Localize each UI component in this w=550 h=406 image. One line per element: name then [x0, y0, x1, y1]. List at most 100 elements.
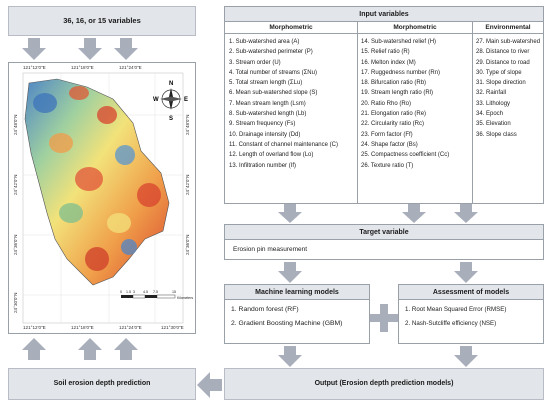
variable-item: 22. Circularity ratio (Rc)	[361, 121, 425, 128]
scale-label: 3	[133, 290, 135, 294]
variable-item: 16. Melton index (M)	[361, 59, 416, 66]
variable-item: 32. Rainfall	[476, 90, 507, 97]
compass-n: N	[169, 81, 173, 87]
input-variables-header: Input variables	[225, 7, 543, 22]
down-arrow-icon	[78, 38, 102, 60]
variable-item: 19. Stream length ratio (Rl)	[361, 90, 434, 97]
variable-item: 4. Total number of streams (ΣNu)	[229, 69, 317, 76]
variable-item: 7. Mean stream length (Lsm)	[229, 100, 306, 107]
compass-w: W	[153, 97, 159, 103]
lat-tick: 24°36'0"N	[13, 234, 18, 255]
variable-item: 27. Main sub-watershed	[476, 39, 541, 45]
ml-models-header: Machine learning models	[225, 285, 369, 300]
down-arrow-icon	[278, 204, 302, 223]
down-arrow-icon	[22, 38, 46, 60]
variable-item: 14. Sub-watershed relief (H)	[361, 39, 437, 45]
variable-item: 30. Type of slope	[476, 69, 522, 76]
output-box: Output (Erosion depth prediction models)	[224, 368, 544, 400]
scale-bar	[121, 294, 176, 299]
lat-tick: 24°42'0"N	[13, 174, 18, 195]
variable-item: 10. Drainage intensity (Dd)	[229, 131, 301, 138]
assessment-header: Assessment of models	[399, 285, 543, 300]
variable-item: 34. Epoch	[476, 111, 504, 118]
variable-item: 24. Shape factor (Bs)	[361, 141, 418, 148]
variable-item: 35. Elevation	[476, 121, 511, 128]
variable-item: 31. Slope direction	[476, 80, 526, 87]
assessment-item: 1. Root Mean Squared Error (RMSE)	[405, 306, 507, 313]
compass-s: S	[169, 116, 173, 122]
variable-item: 9. Stream frequency (Fs)	[229, 121, 296, 128]
target-variable-panel: Target variable Erosion pin measurement	[224, 224, 544, 260]
soil-erosion-prediction-label: Soil erosion depth prediction	[53, 380, 151, 387]
lat-tick: 24°48'0"N	[13, 114, 18, 135]
scale-label: 7.5	[153, 290, 158, 294]
column-header-morphometric-2: Morphometric	[358, 22, 473, 34]
down-arrow-icon	[454, 204, 478, 223]
ml-models-panel: Machine learning models 1. Random forest…	[224, 284, 370, 344]
arrows-target-to-models	[278, 262, 478, 283]
variable-item: 2. Sub-watershed perimeter (P)	[229, 49, 313, 56]
variable-item: 15. Relief ratio (R)	[361, 49, 410, 56]
input-variables-title: Input variables	[359, 11, 409, 18]
arrows-to-map-top	[22, 38, 138, 60]
soil-erosion-prediction-box: Soil erosion depth prediction	[8, 368, 196, 400]
up-arrow-icon	[22, 338, 46, 360]
variable-item: 17. Ruggedness number (Rn)	[361, 69, 441, 76]
lon-tick-top: 121°18'0"E	[71, 65, 94, 70]
ml-model-item: 1. Random forest (RF)	[231, 306, 299, 313]
column-header-environmental: Environmental	[473, 22, 543, 34]
variable-item: 23. Form factor (Ff)	[361, 131, 413, 138]
variable-item: 18. Bifurcation ratio (Rb)	[361, 80, 427, 87]
output-label: Output (Erosion depth prediction models)	[314, 380, 454, 387]
scale-label: 1.5	[126, 290, 131, 294]
assessment-panel: Assessment of models 1. Root Mean Square…	[398, 284, 544, 344]
variable-item: 6. Mean sub-watershed slope (S)	[229, 90, 318, 97]
variables-count-box: 36, 16, or 15 variables	[8, 6, 196, 36]
lon-tick-bottom: 121°12'0"E	[23, 325, 46, 330]
variable-item: 13. Infiltration number (If)	[229, 162, 297, 169]
variable-item: 3. Stream order (U)	[229, 59, 281, 66]
arrows-to-map-bottom	[22, 338, 138, 360]
environmental-list: 27. Main sub-watershed 28. Distance to ri…	[476, 37, 543, 203]
column-divider	[357, 34, 358, 203]
ml-model-item: 2. Gradient Boosting Machine (GBM)	[231, 320, 343, 327]
study-area-map-panel: N S W E 0 1.5 3 4.5 7.5 15 Kilometers 12…	[8, 62, 196, 334]
variable-item: 5. Total stream length (ΣLu)	[229, 80, 303, 87]
lat-tick-right: 24°42'0"N	[185, 174, 190, 195]
variable-item: 28. Distance to river	[476, 49, 530, 56]
scale-label: 0	[120, 290, 122, 294]
arrow-output-to-soil	[197, 372, 222, 398]
morphometric-list-1: 1. Sub-watershed area (A) 2. Sub-watershe…	[229, 37, 357, 203]
variable-item: 20. Ratio Rho (Ro)	[361, 100, 412, 107]
variable-item: 11. Constant of channel maintenance (C)	[229, 141, 338, 148]
scale-label: 4.5	[143, 290, 148, 294]
variable-item: 12. Length of overland flow (Lo)	[229, 152, 314, 159]
arrows-models-to-output	[278, 346, 478, 367]
scale-label: 15	[172, 290, 176, 294]
variable-item: 33. Lithology	[476, 100, 511, 107]
bidirectional-arrow	[370, 304, 398, 332]
column-divider	[472, 34, 473, 203]
input-variables-panel: Input variables Morphometric Morphometri…	[224, 6, 544, 204]
ml-models-title: Machine learning models	[255, 289, 339, 296]
lat-tick-right: 24°48'0"N	[185, 114, 190, 135]
lon-tick-bottom: 121°18'0"E	[71, 325, 94, 330]
column-header-morphometric-1: Morphometric	[225, 22, 358, 34]
assessment-title: Assessment of models	[432, 289, 510, 296]
cross-arrow-icon	[370, 304, 398, 332]
compass-e: E	[184, 97, 188, 103]
target-variable-title: Target variable	[359, 229, 409, 236]
target-variable-text: Erosion pin measurement	[233, 246, 308, 253]
down-arrow-icon	[278, 346, 302, 367]
scale-unit: Kilometers	[177, 296, 193, 300]
variable-item: 36. Slope class	[476, 131, 517, 138]
morphometric-list-2: 14. Sub-watershed relief (H) 15. Relief r…	[361, 37, 471, 203]
up-arrow-icon	[114, 338, 138, 360]
down-arrow-icon	[402, 204, 426, 223]
compass-rose-icon	[160, 88, 182, 110]
lon-tick-top: 121°12'0"E	[23, 65, 46, 70]
variable-item: 26. Texture ratio (T)	[361, 162, 414, 169]
variable-item: 29. Distance to road	[476, 59, 530, 66]
arrows-input-to-target	[278, 204, 478, 223]
lon-tick-bottom: 121°30'0"E	[161, 325, 184, 330]
